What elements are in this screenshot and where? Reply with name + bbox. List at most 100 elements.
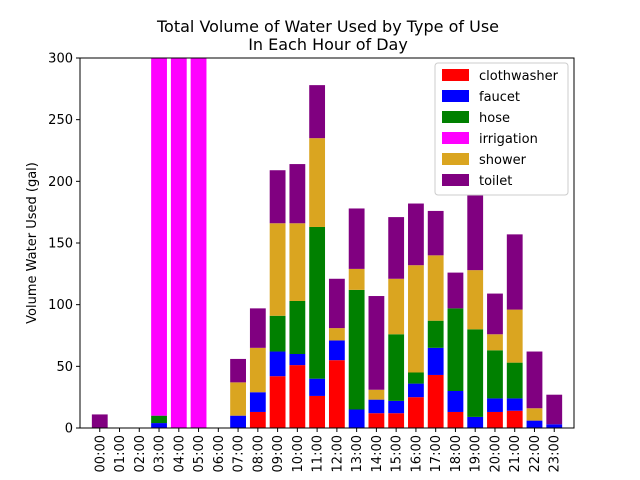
bar-toilet-09:00 [269, 170, 286, 224]
bar-faucet-10:00 [289, 354, 306, 366]
bar-clothwasher-17:00 [427, 374, 444, 428]
bar-faucet-14:00 [368, 399, 385, 414]
bar-faucet-09:00 [269, 351, 286, 377]
bar-hose-11:00 [309, 226, 326, 379]
bar-toilet-17:00 [427, 210, 444, 256]
bar-faucet-08:00 [249, 392, 266, 412]
bar-faucet-17:00 [427, 347, 444, 375]
bar-toilet-11:00 [309, 85, 326, 139]
bar-clothwasher-16:00 [408, 397, 424, 428]
y-tick-label: 200 [48, 175, 73, 190]
bar-shower-21:00 [506, 309, 523, 363]
bar-clothwasher-12:00 [328, 360, 345, 428]
legend-label-shower: shower [479, 153, 527, 168]
bar-shower-13:00 [348, 268, 365, 290]
bar-toilet-14:00 [368, 296, 385, 390]
bar-toilet-22:00 [526, 351, 543, 409]
bar-clothwasher-14:00 [368, 413, 385, 428]
bar-hose-10:00 [289, 300, 306, 354]
x-tick-label: 08:00 [251, 435, 266, 472]
bar-faucet-11:00 [309, 378, 326, 396]
bar-faucet-23:00 [546, 424, 563, 428]
bar-faucet-16:00 [408, 383, 424, 398]
x-tick-label: 13:00 [350, 435, 365, 472]
bar-shower-14:00 [368, 389, 385, 400]
y-tick-label: 250 [48, 113, 73, 128]
bar-faucet-15:00 [388, 400, 405, 414]
x-tick-label: 02:00 [133, 435, 148, 472]
bar-hose-21:00 [506, 362, 523, 399]
bar-toilet-15:00 [388, 217, 405, 279]
legend-swatch-irrigation [442, 132, 469, 144]
bar-irrigation-03:00 [151, 58, 167, 416]
bar-faucet-18:00 [447, 391, 464, 412]
chart-title-line-1: Total Volume of Water Used by Type of Us… [156, 17, 499, 36]
x-tick-label: 23:00 [548, 435, 563, 472]
bar-hose-13:00 [348, 289, 365, 410]
legend-label-toilet: toilet [479, 174, 512, 189]
bar-clothwasher-08:00 [249, 411, 266, 428]
bar-toilet-07:00 [230, 358, 246, 383]
legend-swatch-clothwasher [442, 69, 469, 81]
bar-shower-10:00 [289, 223, 306, 301]
x-tick-label: 04:00 [172, 435, 187, 472]
bar-clothwasher-11:00 [309, 395, 326, 428]
bar-clothwasher-09:00 [269, 376, 286, 428]
x-tick-label: 00:00 [93, 435, 108, 472]
bars-group [91, 58, 563, 428]
x-tick-label: 07:00 [232, 435, 247, 472]
legend-label-hose: hose [479, 111, 510, 126]
bar-shower-12:00 [328, 328, 345, 341]
y-tick-label: 100 [48, 298, 73, 313]
bar-toilet-19:00 [467, 193, 484, 271]
bar-shower-15:00 [388, 278, 405, 335]
bar-hose-17:00 [427, 320, 444, 348]
y-tick-label: 0 [65, 422, 73, 437]
x-tick-label: 17:00 [429, 435, 444, 472]
bar-toilet-00:00 [91, 414, 108, 428]
bar-toilet-12:00 [328, 278, 345, 329]
x-tick-label: 14:00 [370, 435, 385, 472]
bar-hose-15:00 [388, 334, 405, 401]
bar-shower-08:00 [249, 347, 266, 393]
bar-faucet-13:00 [348, 409, 365, 428]
x-tick-label: 10:00 [291, 435, 306, 472]
x-tick-label: 03:00 [153, 435, 168, 472]
bar-toilet-16:00 [408, 203, 424, 266]
legend-swatch-faucet [442, 90, 469, 102]
bar-faucet-19:00 [467, 416, 484, 428]
bar-toilet-20:00 [487, 293, 503, 335]
bar-shower-20:00 [487, 334, 503, 351]
legend-label-clothwasher: clothwasher [479, 69, 559, 84]
x-tick-label: 21:00 [508, 435, 523, 472]
legend-swatch-hose [442, 111, 469, 123]
bar-shower-09:00 [269, 223, 286, 316]
bar-toilet-08:00 [249, 308, 266, 348]
bar-faucet-21:00 [506, 398, 523, 411]
bar-toilet-18:00 [447, 272, 464, 309]
bar-clothwasher-20:00 [487, 411, 503, 428]
y-tick-label: 300 [48, 52, 73, 67]
bar-clothwasher-18:00 [447, 411, 464, 428]
x-axis: 00:00 01:00 02:00 03:00 04:00 05:00 06:00 07:00… [93, 428, 563, 472]
bar-faucet-12:00 [328, 340, 345, 361]
bar-toilet-21:00 [506, 234, 523, 310]
bar-hose-19:00 [467, 329, 484, 417]
bar-toilet-23:00 [546, 394, 563, 425]
bar-shower-16:00 [408, 265, 424, 373]
x-tick-label: 22:00 [528, 435, 543, 472]
bar-toilet-13:00 [348, 208, 365, 269]
bar-irrigation-04:00 [170, 58, 187, 428]
legend-swatch-shower [442, 153, 469, 165]
x-tick-label: 09:00 [271, 435, 286, 472]
legend: clothwasher faucet hose irrigation shower toi… [434, 62, 569, 196]
bar-faucet-22:00 [526, 420, 543, 428]
bar-clothwasher-10:00 [289, 365, 306, 428]
y-tick-label: 150 [48, 237, 73, 252]
x-tick-label: 05:00 [192, 435, 207, 472]
x-tick-label: 11:00 [311, 435, 326, 472]
x-tick-label: 20:00 [488, 435, 503, 472]
bar-toilet-10:00 [289, 164, 306, 224]
bar-hose-16:00 [408, 372, 424, 384]
